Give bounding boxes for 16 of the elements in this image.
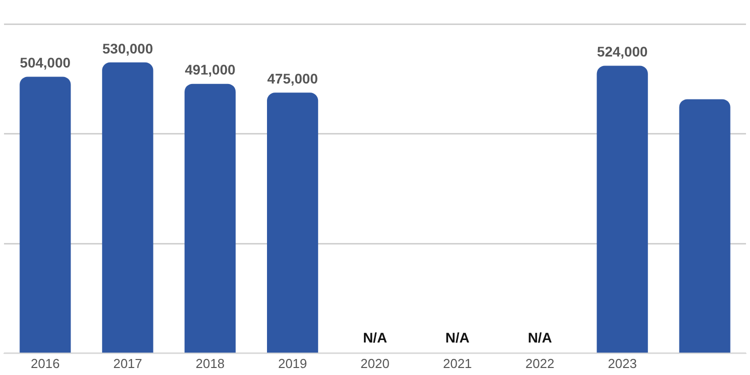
x-tick-label: 2018 [196, 356, 225, 371]
text: N/A [528, 329, 552, 346]
x-tick-label: 2016 [30, 356, 60, 371]
data-label: 491,000 [184, 62, 236, 78]
x-tick-label: 2023 [608, 356, 637, 371]
data-label: 504,000 [20, 54, 71, 71]
text: N/A [445, 329, 470, 346]
text: N/A [362, 329, 388, 346]
x-tick-label: 2020 [360, 356, 390, 371]
x-tick-label: 2022 [525, 356, 554, 371]
x-tick-label: 2017 [113, 356, 142, 371]
data-label: 475,000 [267, 70, 318, 86]
data-label: 524,000 [597, 44, 648, 60]
x-tick-label: 2021 [442, 356, 472, 371]
data-label: 530,000 [102, 40, 154, 56]
x-tick-label: 2019 [278, 356, 308, 371]
